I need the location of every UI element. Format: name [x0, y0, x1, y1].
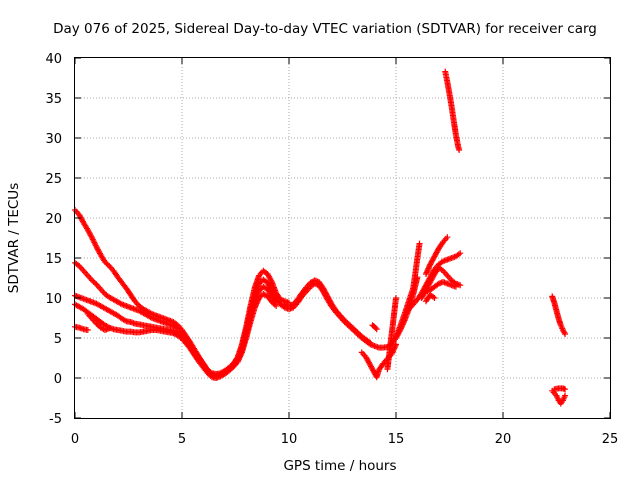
data-point: [252, 303, 259, 310]
data-point: [424, 266, 431, 273]
data-point: [237, 353, 244, 360]
data-point: [84, 327, 91, 333]
data-point: [106, 325, 113, 332]
y-tick-label: 40: [45, 52, 62, 67]
data-point: [444, 234, 451, 241]
data-point: [235, 356, 242, 363]
series-track-k: [384, 295, 399, 373]
series-track-f: [84, 311, 113, 333]
data-point: [254, 297, 261, 304]
data-point: [237, 352, 244, 359]
y-tick-label: 20: [45, 212, 62, 227]
series-track-n: [422, 234, 451, 277]
y-tick-label: 15: [45, 252, 62, 267]
data-point: [562, 386, 569, 393]
series-track-e: [72, 323, 91, 333]
data-point: [236, 354, 243, 361]
series-track-j: [369, 322, 380, 333]
y-tick-label: 10: [45, 292, 62, 307]
series-track-o: [418, 264, 464, 301]
x-axis-title: GPS time / hours: [283, 458, 396, 474]
x-tick-label: 5: [178, 432, 186, 447]
series-track-g: [273, 274, 421, 351]
data-point: [393, 341, 399, 348]
series-track-s: [549, 293, 569, 337]
data-point: [234, 359, 241, 365]
data-point: [456, 147, 463, 153]
x-tick-label: 25: [602, 432, 619, 447]
data-point: [251, 304, 258, 311]
data-point: [562, 392, 569, 399]
data-point: [372, 325, 379, 331]
y-tick-label: 35: [45, 92, 62, 107]
data-point: [253, 300, 260, 307]
data-point: [457, 282, 464, 289]
y-tick-label: 0: [54, 372, 62, 387]
y-axis-title: SDTVAR / TECUs: [6, 183, 22, 293]
series-track-q: [422, 291, 438, 305]
data-point: [426, 264, 433, 271]
data-point: [423, 269, 430, 276]
data-point: [373, 326, 380, 333]
data-point: [561, 329, 568, 336]
data-point: [393, 295, 399, 301]
series-track-r: [442, 68, 463, 153]
y-tick-label: 30: [45, 132, 62, 147]
data-point: [367, 339, 374, 346]
grid-lines: [75, 58, 610, 418]
x-tick-label: 20: [495, 432, 512, 447]
chart-title: Day 076 of 2025, Sidereal Day-to-day VTE…: [53, 21, 597, 37]
data-point: [416, 240, 423, 247]
x-tick-label: 15: [388, 432, 405, 447]
series-track-d: [72, 291, 280, 381]
series-track-h: [281, 277, 374, 346]
plot-frame: [74, 57, 611, 419]
series-track-b: [72, 259, 280, 379]
data-point: [424, 268, 431, 275]
data-point: [457, 250, 464, 257]
x-tick-label: 0: [71, 432, 79, 447]
series-track-p: [422, 279, 459, 295]
data-point: [238, 350, 245, 357]
data-point: [431, 295, 438, 301]
axis-ticks: 0 5 10 15 20 25 -5 0 5 10 15 20 25 30 35 40: [45, 52, 618, 447]
data-point: [392, 342, 399, 349]
data-point: [252, 301, 259, 308]
series-track-l: [393, 240, 423, 340]
data-point: [273, 303, 280, 309]
data-point: [452, 283, 459, 290]
data-points: [72, 68, 569, 407]
x-tick-label: 10: [281, 432, 298, 447]
series-track-u: [551, 385, 569, 393]
data-point: [235, 357, 242, 364]
data-point: [562, 331, 569, 337]
data-point: [422, 271, 429, 277]
data-point: [268, 277, 275, 284]
y-tick-label: 25: [45, 172, 62, 187]
data-point: [425, 265, 432, 272]
data-point: [426, 262, 433, 269]
y-tick-label: -5: [49, 412, 62, 427]
y-tick-label: 5: [54, 332, 62, 347]
data-point: [254, 299, 261, 306]
